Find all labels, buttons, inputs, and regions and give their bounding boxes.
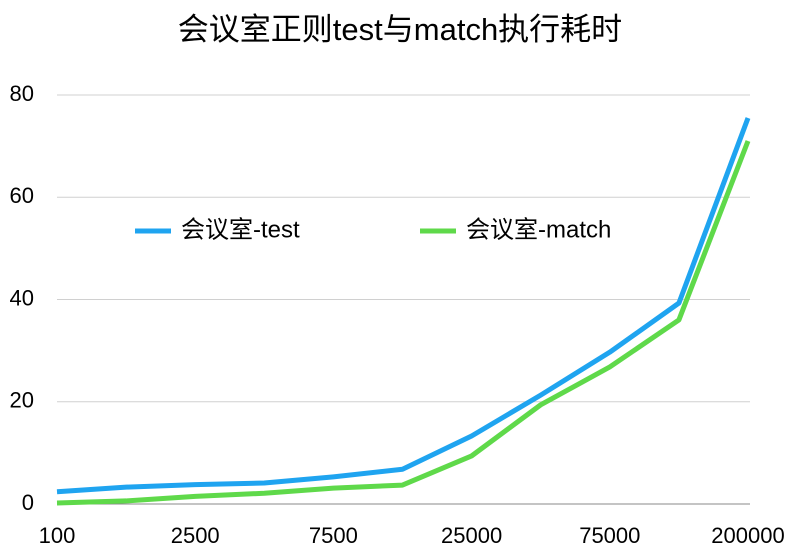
- x-tick-label: 2500: [171, 523, 220, 548]
- chart-title: 会议室正则test与match执行耗时: [178, 12, 622, 47]
- x-tick-label: 7500: [309, 523, 358, 548]
- line: [56, 140, 751, 506]
- legend-label: 会议室-test: [181, 216, 300, 243]
- x-tick-label: 200000: [711, 523, 784, 548]
- y-tick-label: 0: [22, 490, 34, 515]
- y-tick-label: 20: [10, 388, 34, 413]
- x-tick-label: 25000: [441, 523, 502, 548]
- x-tick-label: 100: [39, 523, 76, 548]
- x-tick-label: 75000: [579, 523, 640, 548]
- y-tick-label: 40: [10, 285, 34, 310]
- line: [56, 117, 751, 495]
- y-tick-label: 80: [10, 81, 34, 106]
- y-tick-label: 60: [10, 183, 34, 208]
- legend-label: 会议室-match: [466, 216, 611, 243]
